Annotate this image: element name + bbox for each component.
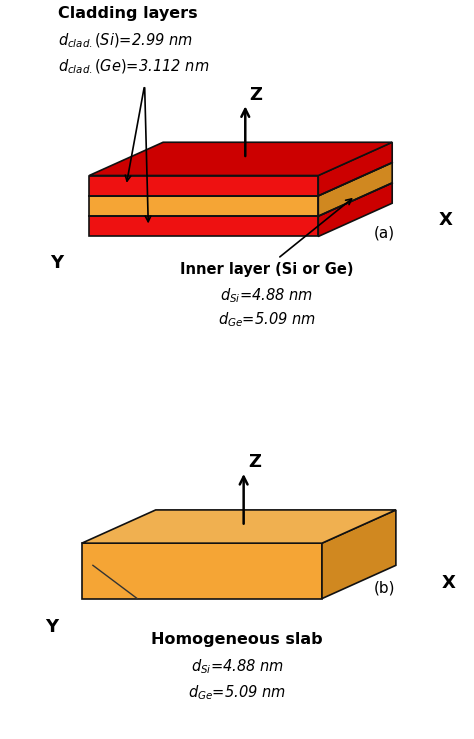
Polygon shape xyxy=(318,163,392,216)
Text: Cladding layers: Cladding layers xyxy=(58,5,197,21)
Text: Inner layer (Si or Ge): Inner layer (Si or Ge) xyxy=(180,262,353,277)
Polygon shape xyxy=(89,216,318,236)
Text: $d_{clad.}(Si)$=2.99 nm: $d_{clad.}(Si)$=2.99 nm xyxy=(58,31,193,50)
Text: $d_{Si}$=4.88 nm: $d_{Si}$=4.88 nm xyxy=(191,658,283,676)
Text: Z: Z xyxy=(248,454,261,471)
Text: $d_{Ge}$=5.09 nm: $d_{Ge}$=5.09 nm xyxy=(218,310,316,329)
Polygon shape xyxy=(82,543,322,599)
Text: (b): (b) xyxy=(374,580,395,595)
Text: Homogeneous slab: Homogeneous slab xyxy=(151,632,323,647)
Polygon shape xyxy=(318,142,392,196)
Text: $d_{clad.}(Ge)$=3.112 nm: $d_{clad.}(Ge)$=3.112 nm xyxy=(58,58,209,75)
Text: Y: Y xyxy=(45,618,58,636)
Polygon shape xyxy=(318,183,392,236)
Polygon shape xyxy=(82,510,396,543)
Text: $d_{Si}$=4.88 nm: $d_{Si}$=4.88 nm xyxy=(220,286,313,305)
Text: $d_{Ge}$=5.09 nm: $d_{Ge}$=5.09 nm xyxy=(188,684,286,702)
Text: (a): (a) xyxy=(374,225,395,240)
Text: X: X xyxy=(438,211,452,229)
Text: X: X xyxy=(442,574,456,592)
Polygon shape xyxy=(322,510,396,599)
Text: Y: Y xyxy=(50,254,64,272)
Polygon shape xyxy=(89,176,318,196)
Polygon shape xyxy=(89,142,392,176)
Text: Z: Z xyxy=(250,86,263,103)
Polygon shape xyxy=(89,196,318,216)
